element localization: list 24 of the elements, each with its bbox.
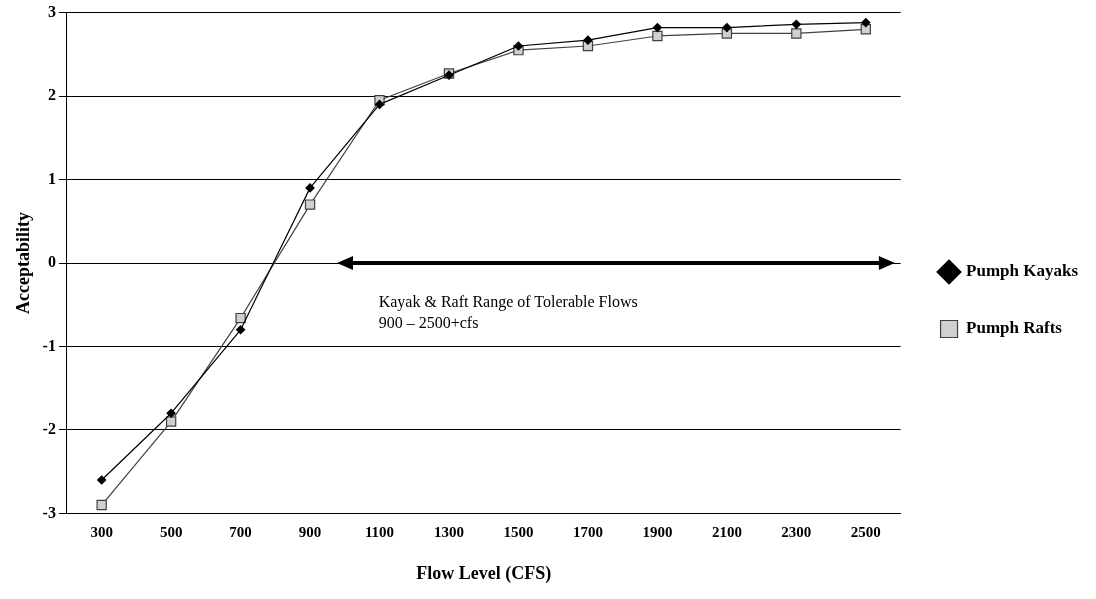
- x-tick-label: 2300: [781, 524, 812, 541]
- x-tick-label: 1100: [364, 524, 395, 541]
- legend-label: Pumph Rafts: [966, 318, 1063, 338]
- x-tick-label: 900: [298, 524, 322, 541]
- y-tick-label: -2: [42, 420, 56, 438]
- y-tick-label: -1: [42, 336, 56, 354]
- x-tick-label: 2500: [850, 524, 881, 541]
- x-tick-label: 2100: [711, 524, 742, 541]
- y-axis-title: Acceptability: [13, 212, 34, 314]
- legend-label: Pumph Kayaks: [966, 261, 1079, 281]
- x-tick-label: 1500: [503, 524, 534, 541]
- y-tick-label: 2: [47, 86, 56, 104]
- x-tick-label: 1300: [434, 524, 464, 541]
- x-tick-label: 500: [159, 524, 183, 541]
- y-tick-label: 1: [47, 169, 56, 187]
- x-tick-label: 700: [229, 524, 252, 541]
- x-tick-label: 1900: [642, 524, 673, 541]
- x-tick-label: 1700: [572, 524, 603, 541]
- y-tick-label: 3: [47, 2, 56, 20]
- y-tick-label: -3: [42, 503, 56, 521]
- annotation: Kayak & Raft Range of Tolerable Flows 900 – 2500+cfs: [378, 293, 638, 332]
- x-tick-label: 300: [90, 524, 113, 541]
- x-axis-title: Flow Level (CFS): [416, 562, 552, 584]
- y-tick-label: 0: [47, 253, 56, 271]
